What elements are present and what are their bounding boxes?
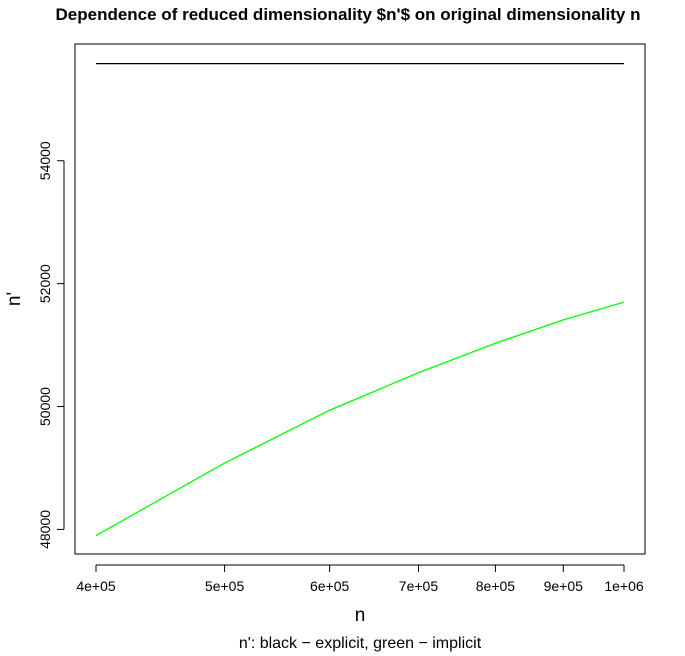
y-tick-label: 50000 xyxy=(37,387,53,426)
chart-subtitle: n': black − explicit, green − implicit xyxy=(239,635,482,652)
series-layer xyxy=(95,63,625,537)
y-axis-label: n' xyxy=(4,292,25,306)
x-tick-label: 7e+05 xyxy=(399,578,439,594)
chart-title: Dependence of reduced dimensionality $n'… xyxy=(56,5,641,24)
x-tick-label: 9e+05 xyxy=(544,578,584,594)
x-axis-label: n xyxy=(355,605,366,626)
x-tick-label: 5e+05 xyxy=(205,578,245,594)
plot-frame xyxy=(74,43,646,555)
x-tick-label: 1e+06 xyxy=(604,578,644,594)
x-tick-label: 4e+05 xyxy=(76,578,116,594)
y-tick-label: 48000 xyxy=(37,510,53,549)
y-tick-label: 52000 xyxy=(37,264,53,303)
x-tick-label: 8e+05 xyxy=(476,578,516,594)
x-axis: 4e+05 5e+05 6e+05 7e+05 8e+05 9e+05 1e+06 xyxy=(76,564,644,594)
y-tick-label: 54000 xyxy=(37,141,53,180)
x-tick-label: 6e+05 xyxy=(310,578,350,594)
y-axis: 48000 50000 52000 54000 xyxy=(37,141,65,549)
series-line-2 xyxy=(95,301,625,537)
